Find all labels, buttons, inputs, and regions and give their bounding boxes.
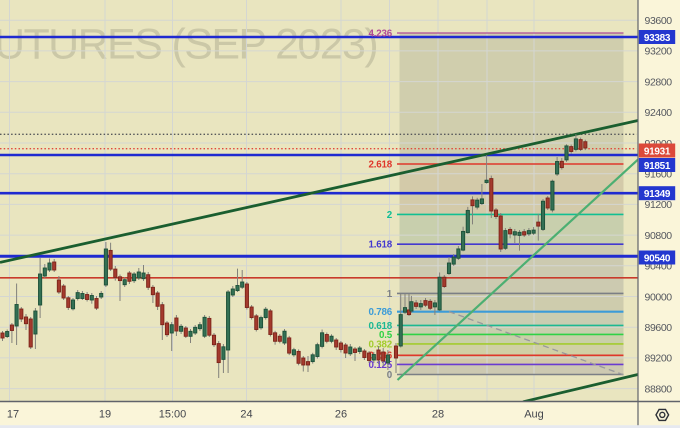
svg-text:0.125: 0.125 [368,360,392,371]
svg-text:91931: 91931 [644,146,671,157]
svg-text:93383: 93383 [644,33,671,44]
svg-text:26: 26 [335,408,347,420]
svg-text:92400: 92400 [645,107,673,119]
svg-text:1.618: 1.618 [368,240,392,251]
svg-text:15:00: 15:00 [159,408,187,420]
svg-text:89600: 89600 [645,322,673,334]
svg-text:UTURES (SEP 2023): UTURES (SEP 2023) [0,21,377,69]
svg-text:92800: 92800 [645,76,673,88]
svg-text:24: 24 [240,408,252,420]
svg-text:90540: 90540 [644,253,671,264]
svg-text:19: 19 [99,408,111,420]
svg-text:0.382: 0.382 [368,339,392,350]
svg-text:0: 0 [387,370,393,381]
svg-text:Aug: Aug [524,408,544,420]
svg-text:28: 28 [432,408,444,420]
svg-text:0.236: 0.236 [368,351,392,362]
svg-text:91349: 91349 [644,189,671,200]
svg-text:93200: 93200 [645,46,673,58]
svg-text:88800: 88800 [645,383,673,395]
svg-text:93600: 93600 [645,15,673,27]
svg-text:0.786: 0.786 [368,307,392,318]
svg-text:2.618: 2.618 [368,159,392,170]
svg-text:2: 2 [387,210,393,221]
svg-text:91851: 91851 [644,161,671,172]
svg-text:4.236: 4.236 [368,28,392,39]
svg-text:90000: 90000 [645,291,673,303]
svg-text:91200: 91200 [645,199,673,211]
svg-text:89200: 89200 [645,353,673,365]
svg-text:0.618: 0.618 [368,321,392,332]
svg-text:90800: 90800 [645,230,673,242]
svg-text:17: 17 [7,408,19,420]
svg-text:0.5: 0.5 [379,330,393,341]
svg-text:1: 1 [387,289,393,300]
